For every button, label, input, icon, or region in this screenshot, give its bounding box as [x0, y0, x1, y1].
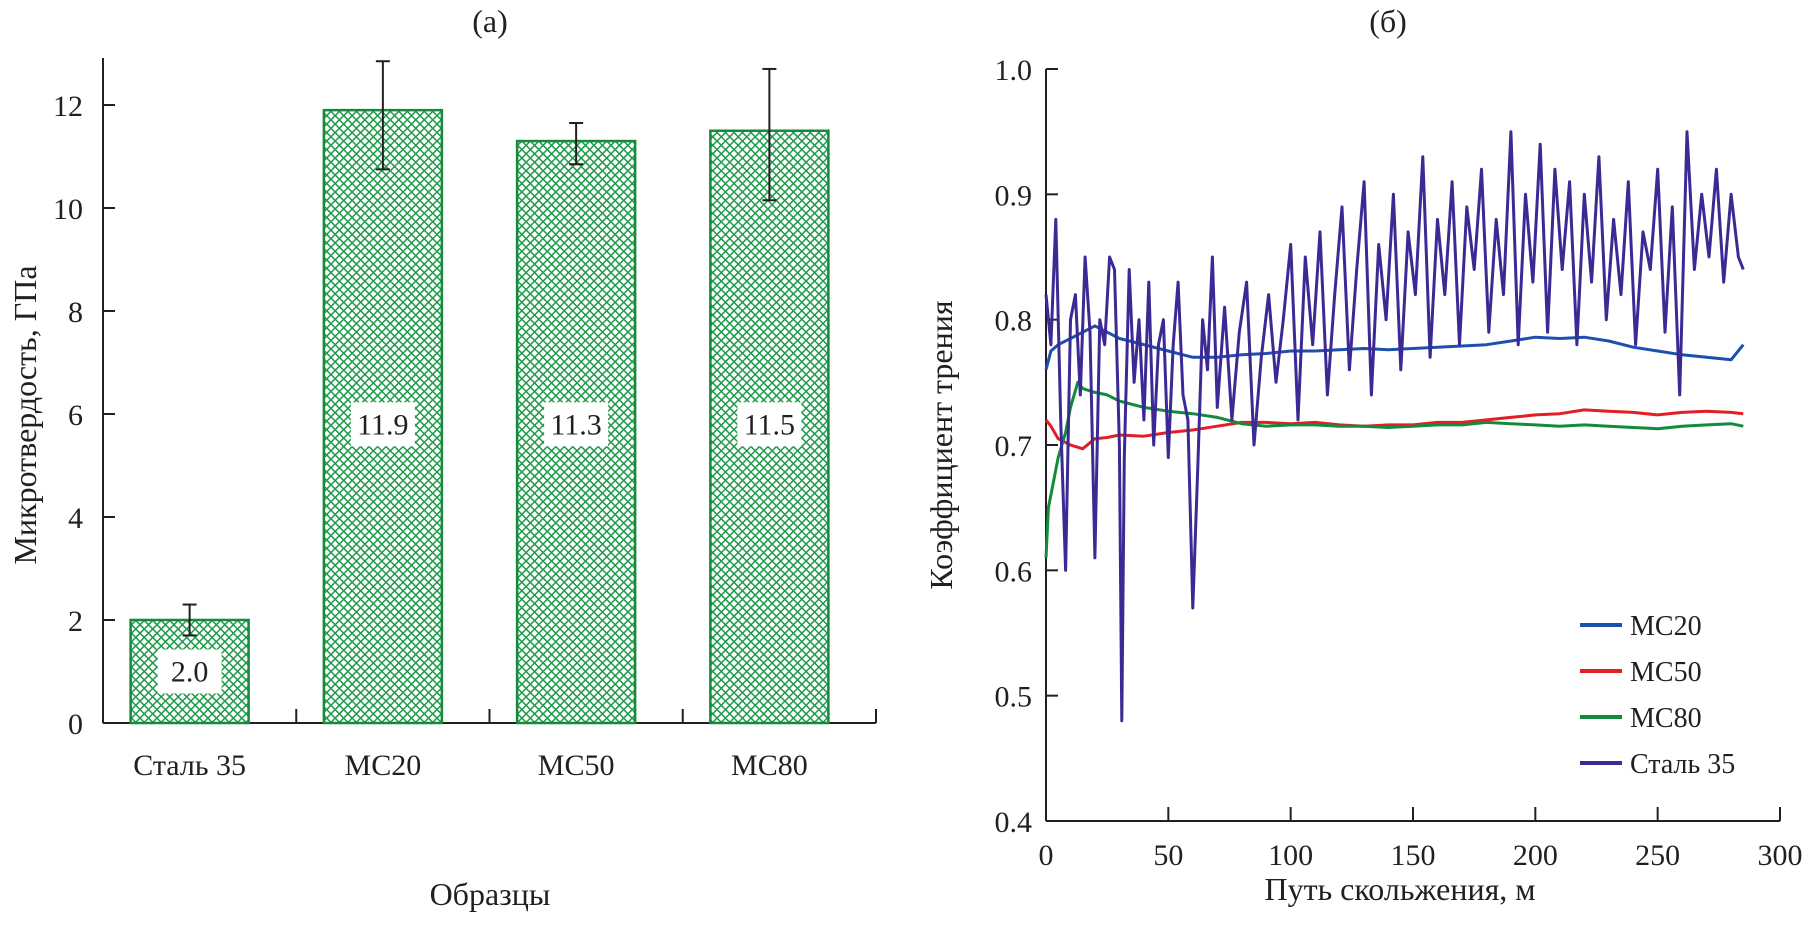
bar-chart-x-labels: Сталь 35 МС20 МС50 МС80 [133, 749, 808, 782]
line-chart-y-axis-title: Коэффициент трения [923, 300, 959, 589]
x-tick-label: 0 [1039, 839, 1054, 872]
value-label: 11.9 [357, 408, 408, 441]
legend-label: Сталь 35 [1630, 749, 1735, 780]
bar-chart-bars [129, 108, 830, 725]
bar-chart-error-bars [182, 60, 777, 637]
y-tick-label: 0 [68, 708, 83, 741]
series-line-3 [1044, 380, 1744, 558]
y-tick-label: 10 [53, 193, 83, 226]
y-tick-label: 6 [68, 399, 83, 432]
y-tick-label: 8 [68, 296, 83, 329]
legend-label: МС50 [1630, 657, 1702, 688]
microhardness-bar-chart: (а) 0 2 4 6 8 10 12 2.0 11.9 11.3 11.5 Сталь 35 МС… [7, 3, 877, 912]
legend-label: МС80 [1630, 703, 1702, 734]
x-tick-label: 50 [1153, 839, 1183, 872]
x-tick-label: 300 [1758, 839, 1803, 872]
x-tick-label: 100 [1268, 839, 1313, 872]
value-label-box [157, 649, 222, 694]
panel-label-b: (б) [1369, 3, 1407, 39]
x-category-label: МС50 [538, 749, 615, 782]
panel-label-a: (а) [472, 3, 508, 39]
value-label: 2.0 [171, 656, 209, 689]
value-label-box [544, 402, 609, 447]
value-label-box [737, 402, 802, 447]
y-tick-label: 0.5 [995, 681, 1033, 714]
y-tick-label: 0.7 [995, 430, 1033, 463]
legend-label: МС20 [1630, 611, 1702, 642]
y-tick-label: 4 [68, 502, 83, 535]
line-chart-x-ticks: 0 50 100 150 200 250 300 [1039, 807, 1803, 872]
value-label-box [350, 402, 415, 447]
bar-chart-y-axis-title: Микротвердость, ГПа [7, 265, 43, 564]
y-tick-label: 1.0 [995, 54, 1033, 87]
value-label: 11.5 [744, 408, 795, 441]
series-line-2 [1044, 408, 1744, 451]
x-category-label: МС20 [345, 749, 422, 782]
y-tick-label: 0.4 [995, 806, 1033, 839]
line-chart-y-ticks: 0.4 0.5 0.6 0.7 0.8 0.9 1.0 [995, 54, 1058, 839]
bar-chart-y-ticks: 0 2 4 6 8 10 12 [53, 90, 115, 741]
line-chart-legend: МС20 МС50 МС80 Сталь 35 [1580, 611, 1735, 780]
x-category-label: МС80 [731, 749, 808, 782]
y-tick-label: 2 [68, 605, 83, 638]
bar-chart-x-axis-title: Образцы [430, 876, 551, 912]
y-tick-label: 0.6 [995, 555, 1033, 588]
y-tick-label: 12 [53, 90, 83, 123]
value-label: 11.3 [550, 408, 601, 441]
x-tick-label: 250 [1635, 839, 1680, 872]
line-chart-x-axis-title: Путь скольжения, м [1264, 871, 1535, 907]
x-tick-label: 150 [1391, 839, 1436, 872]
friction-line-chart: (б) 0.4 0.5 0.6 0.7 0.8 0.9 1.0 0 50 100 150 200 25… [923, 3, 1803, 907]
x-tick-label: 200 [1513, 839, 1558, 872]
y-tick-label: 0.8 [995, 305, 1033, 338]
y-tick-label: 0.9 [995, 179, 1033, 212]
line-chart-series [1044, 130, 1745, 723]
bar-chart-value-labels: 2.0 11.9 11.3 11.5 [157, 402, 802, 694]
x-category-label: Сталь 35 [133, 749, 246, 782]
series-line-4 [1044, 130, 1745, 723]
